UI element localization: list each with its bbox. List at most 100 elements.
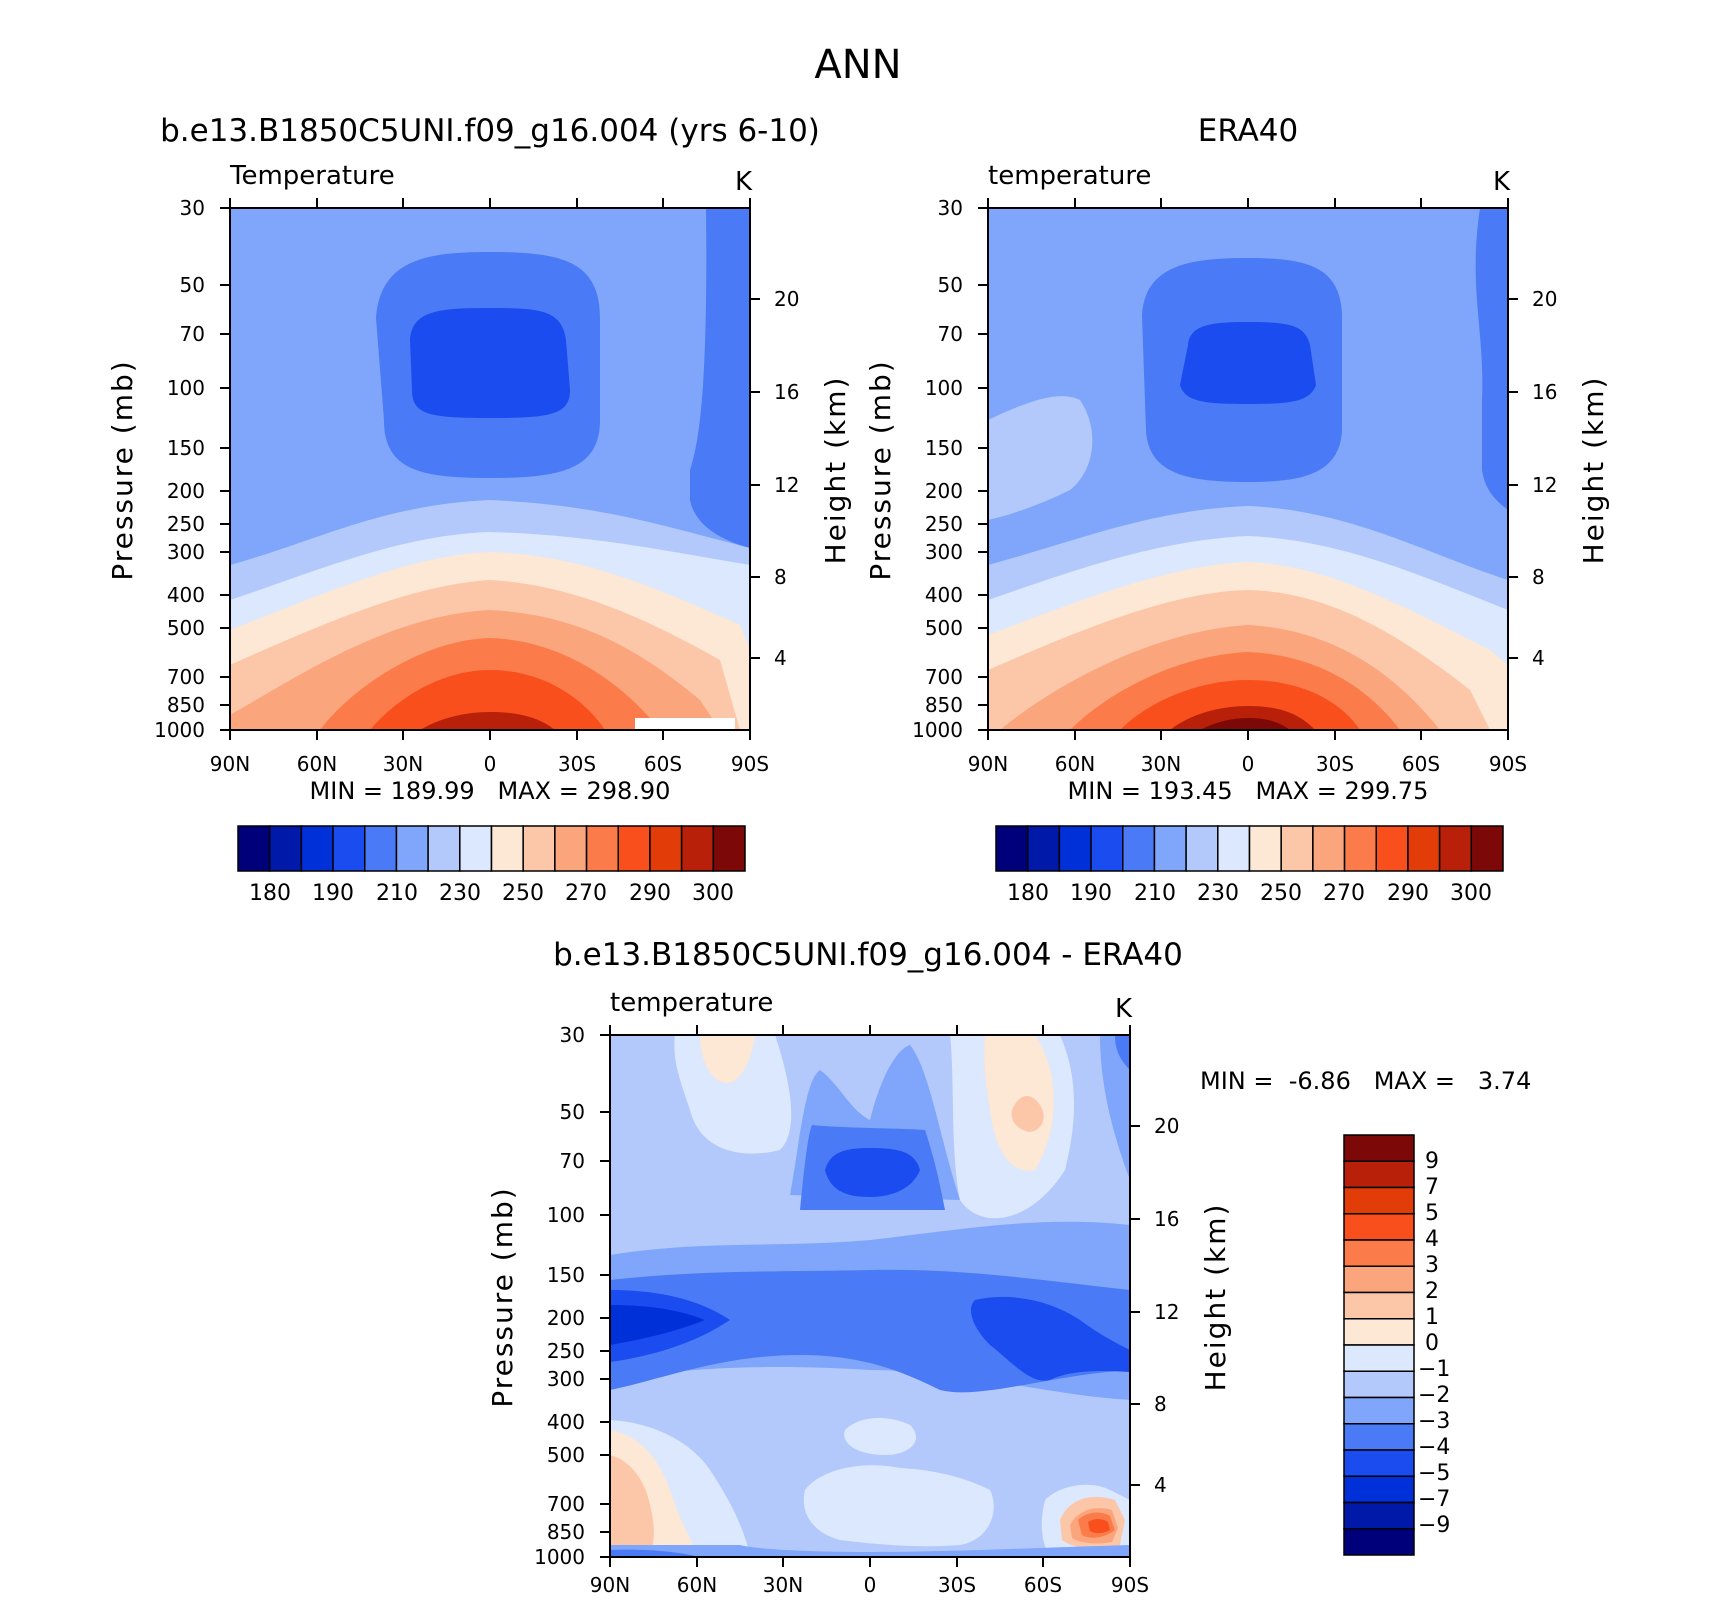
colorbar-swatch [617,825,651,872]
x-tick-label: 90N [590,1573,630,1597]
height-tick-label: 8 [1532,565,1545,589]
panel-model-variable-label: Temperature [229,161,395,191]
colorbar-swatch [712,825,746,872]
height-tick-label: 12 [1532,473,1557,497]
y-tick-label: 70 [938,322,963,346]
height-tick-label: 8 [774,565,787,589]
y-tick-label: 50 [180,273,205,297]
y-tick-label: 100 [547,1203,585,1227]
colorbar-swatch [585,825,619,872]
y-tick-label: 400 [167,583,205,607]
colorbar-label: 270 [565,881,607,906]
panel-model-y-axis-label: Pressure (mb) [106,359,139,580]
colorbar-swatch [1343,1475,1415,1504]
y-tick-label: 500 [167,616,205,640]
height-tick-label: 20 [774,287,799,311]
colorbar-label: 0 [1425,1331,1439,1356]
colorbar-label: 250 [502,881,544,906]
colorbar-swatch [1280,825,1314,872]
panel-model-height-axis-label: Height (km) [819,376,852,565]
colorbar-label: 250 [1260,881,1302,906]
contour-band-230-240-left [988,396,1093,520]
y-tick-label: 200 [925,479,963,503]
diff-band-4-5-lower-right [1088,1519,1110,1534]
y-tick-label: 50 [938,273,963,297]
y-tick-label: 500 [925,616,963,640]
y-tick-label: 700 [167,665,205,689]
colorbar-label: 180 [249,881,291,906]
contour-band-190-200 [1180,322,1316,404]
height-tick-label: 16 [1154,1207,1179,1231]
diff-band-0-1-upper-left [700,1035,755,1084]
height-tick-label: 4 [1154,1473,1167,1497]
colorbar-swatch [680,825,715,872]
colorbar-swatch [1343,1528,1415,1556]
colorbar-label: 290 [629,881,671,906]
panel-difference-y-axis-label: Pressure (mb) [486,1186,519,1407]
diff-band-minus4-minus3-right-corner [1115,1035,1130,1070]
panel-difference-minmax: MIN = -6.86 MAX = 3.74 [1200,1067,1531,1095]
panel-difference-contour-field [610,1035,1130,1557]
y-tick-label: 250 [925,512,963,536]
contour-band-290-300 [370,670,605,730]
y-tick-label: 150 [167,436,205,460]
colorbar-swatch [1217,825,1251,872]
diff-band-minus4-minus3-surface-left [610,1549,700,1557]
diff-band-minus3-minus2-surface [610,1545,1130,1557]
y-tick-label: 30 [938,196,963,220]
diff-band-1-2-lower-left [610,1455,654,1557]
panel-difference-height-tick-labels: 20 16 12 8 4 [1154,1114,1179,1497]
y-tick-label: 700 [547,1492,585,1516]
y-tick-label: 850 [547,1520,585,1544]
x-tick-label: 60N [677,1573,717,1597]
colorbar-swatch [1375,825,1409,872]
panel-model-y-tick-labels: 30 50 70 100 150 200 250 300 400 500 700… [154,196,205,742]
y-tick-label: 30 [560,1023,585,1047]
colorbar-label: 7 [1425,1175,1439,1200]
y-tick-label: 400 [925,583,963,607]
colorbar-label: 5 [1425,1201,1439,1226]
x-tick-label: 60S [644,752,682,776]
panel-era40-variable-label: temperature [988,161,1151,191]
diff-band-minus5-minus4-mid-right [970,1296,1130,1381]
x-tick-label: 30N [383,752,423,776]
colorbar-model-labels: 180 190 210 230 250 270 290 300 [249,881,734,906]
diff-band-1-2-upper-right [1011,1095,1044,1132]
colorbar-swatch [522,825,556,872]
y-tick-label: 850 [167,693,205,717]
panel-difference-tick-marks [600,1025,1140,1567]
colorbar-swatch [649,825,683,872]
colorbar-swatch [1090,825,1124,872]
colorbar-swatch [1185,825,1219,872]
contour-band-290-300 [1120,680,1360,730]
colorbar-label: −5 [1418,1461,1450,1486]
colorbar-swatch [995,825,1029,872]
colorbar-model [237,825,746,872]
colorbar-label: −4 [1418,1435,1450,1460]
y-tick-label: 150 [547,1263,585,1287]
colorbar-swatch [1470,825,1504,872]
panel-era40-y-axis-label: Pressure (mb) [864,359,897,580]
colorbar-swatch [1438,825,1473,872]
colorbar-swatch [364,825,398,872]
colorbar-difference [1343,1134,1415,1556]
x-tick-label: 30S [938,1573,976,1597]
colorbar-swatch [1248,825,1282,872]
panel-model-title: b.e13.B1850C5UNI.f09_g16.004 (yrs 6-10) [160,113,820,149]
y-tick-label: 300 [547,1367,585,1391]
colorbar-label: −9 [1418,1513,1450,1538]
x-tick-label: 90N [968,752,1008,776]
panel-model-contour-field [230,208,750,730]
colorbar-swatch [332,825,366,872]
x-tick-label: 90S [1111,1573,1149,1597]
colorbar-label: 300 [1450,881,1492,906]
x-tick-label: 60S [1024,1573,1062,1597]
x-tick-label: 0 [1242,752,1255,776]
height-tick-label: 8 [1154,1392,1167,1416]
panel-difference: b.e13.B1850C5UNI.f09_g16.004 - ERA40 tem… [486,937,1531,1597]
panel-model-units-label: K [735,167,753,197]
diff-band-minus3-minus2-right-edge [1100,1035,1130,1180]
colorbar-swatch [1058,825,1092,872]
x-tick-label: 30N [1141,752,1181,776]
panel-era40-y-tick-labels: 30 50 70 100 150 200 250 300 400 500 700… [912,196,963,742]
